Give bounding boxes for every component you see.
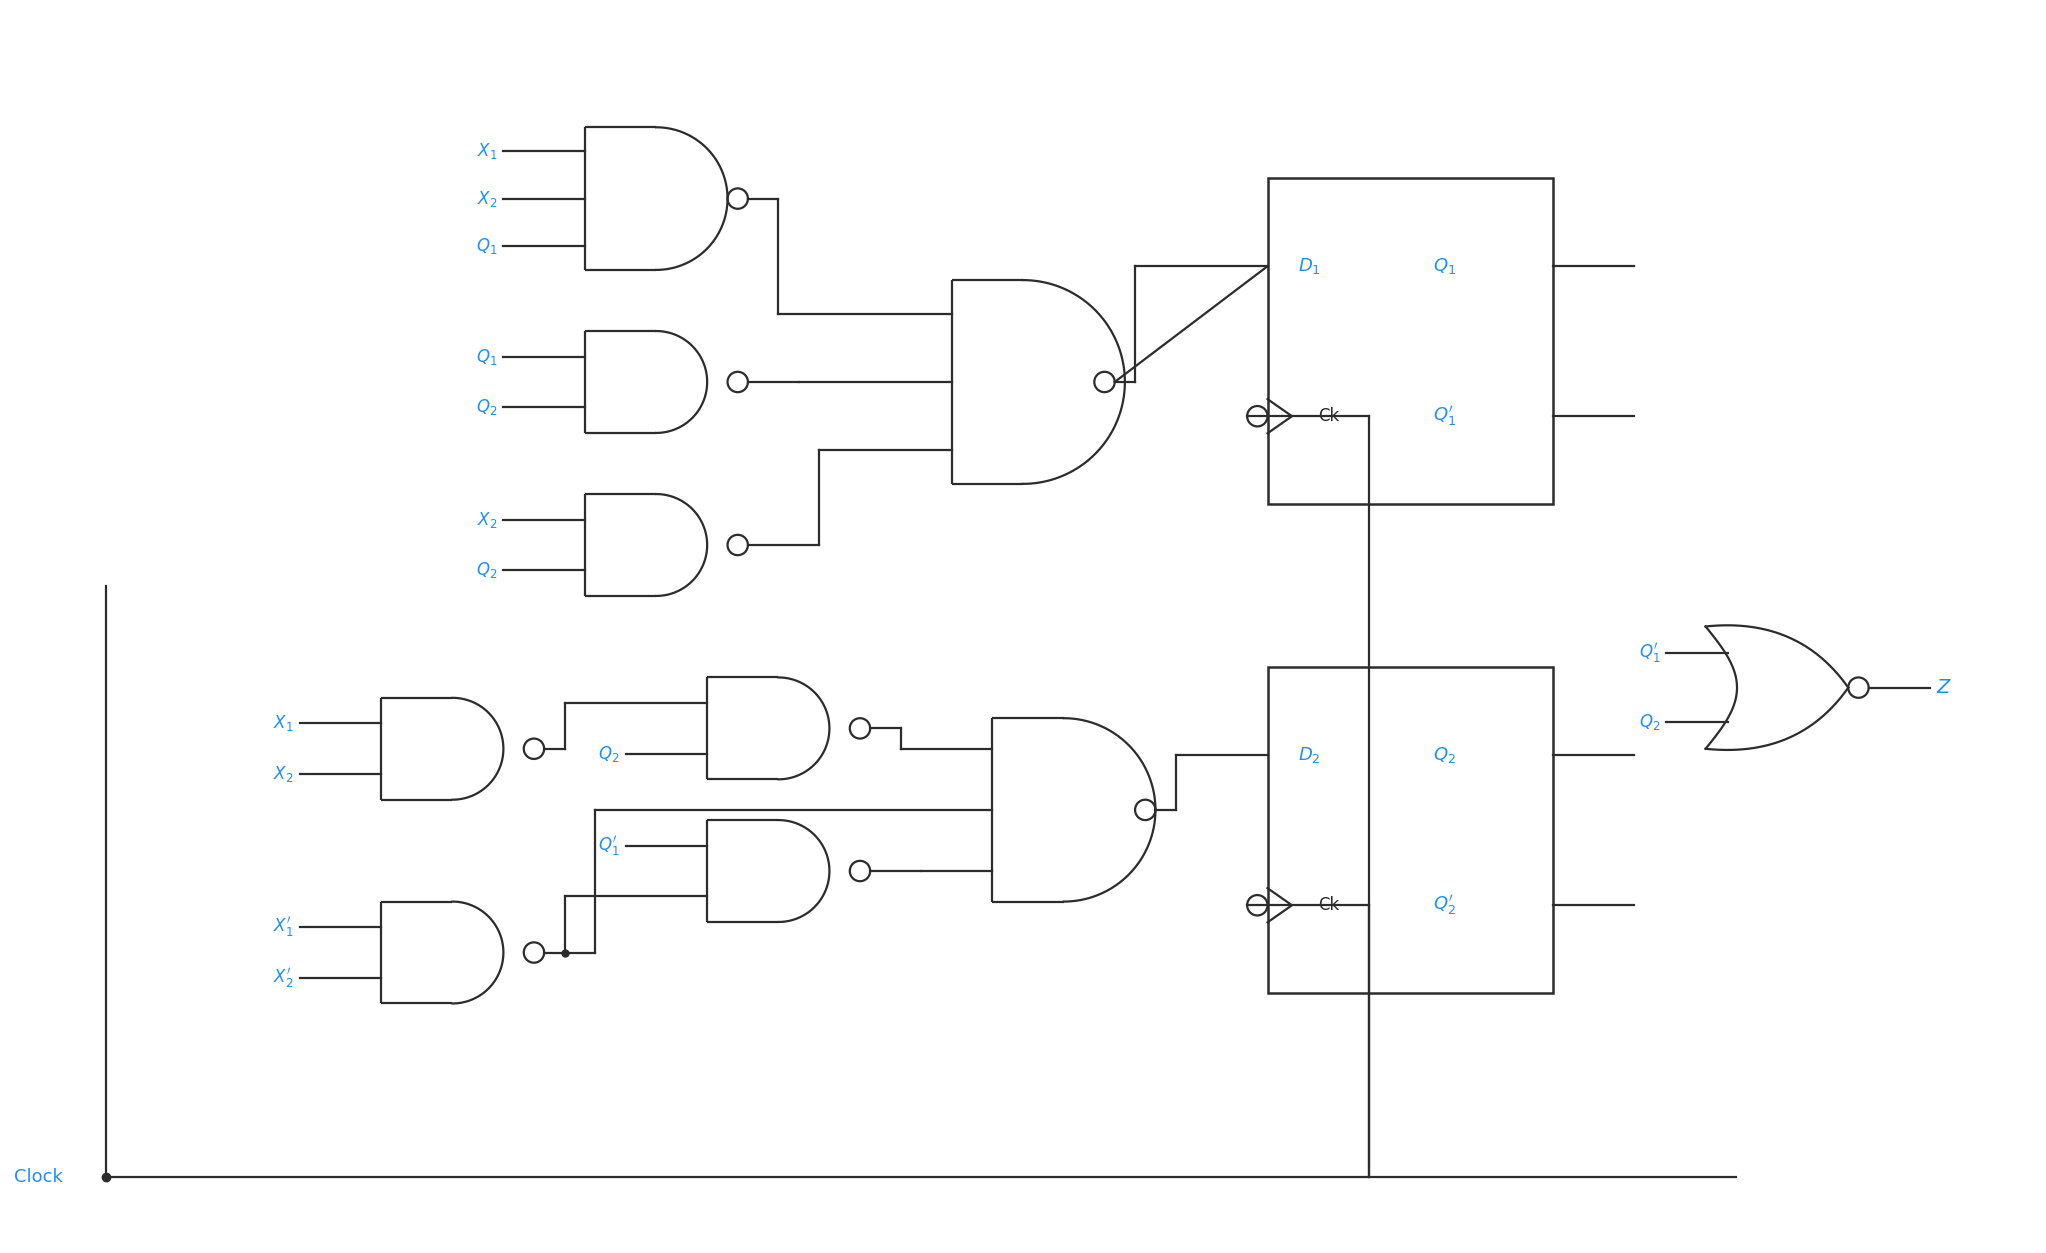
Text: $Q_1$: $Q_1$: [477, 236, 497, 256]
Text: $X_2$: $X_2$: [477, 189, 497, 208]
Text: $X_1$: $X_1$: [272, 713, 293, 733]
Text: $X_2'$: $X_2'$: [274, 966, 293, 990]
Text: $Q_2$: $Q_2$: [1639, 712, 1661, 732]
Text: $Q_1'$: $Q_1'$: [597, 833, 620, 857]
Text: $Q_1$: $Q_1$: [477, 347, 497, 367]
Text: $Z$: $Z$: [1936, 678, 1952, 697]
Text: $X_2$: $X_2$: [477, 510, 497, 530]
Text: Clock: Clock: [14, 1168, 63, 1185]
Text: $X_2$: $X_2$: [274, 764, 293, 784]
Text: $X_1$: $X_1$: [477, 142, 497, 162]
Text: Ck: Ck: [1318, 407, 1340, 425]
Text: $X_1'$: $X_1'$: [272, 915, 293, 938]
Text: $Q_2$: $Q_2$: [1432, 746, 1457, 766]
Text: $Q_2$: $Q_2$: [477, 560, 497, 580]
Text: $Q_2$: $Q_2$: [477, 397, 497, 417]
Text: Ck: Ck: [1318, 896, 1340, 915]
Text: $Q_2'$: $Q_2'$: [1432, 893, 1457, 917]
Text: $Q_1$: $Q_1$: [1432, 257, 1457, 276]
Text: $Q_1'$: $Q_1'$: [1432, 405, 1457, 429]
Text: $Q_2$: $Q_2$: [597, 744, 620, 764]
Text: $D_1$: $D_1$: [1297, 257, 1322, 276]
Text: $Q_1'$: $Q_1'$: [1639, 642, 1661, 665]
Text: $D_2$: $D_2$: [1297, 746, 1322, 766]
Bar: [1269, 668, 1553, 994]
Bar: [1269, 178, 1553, 504]
